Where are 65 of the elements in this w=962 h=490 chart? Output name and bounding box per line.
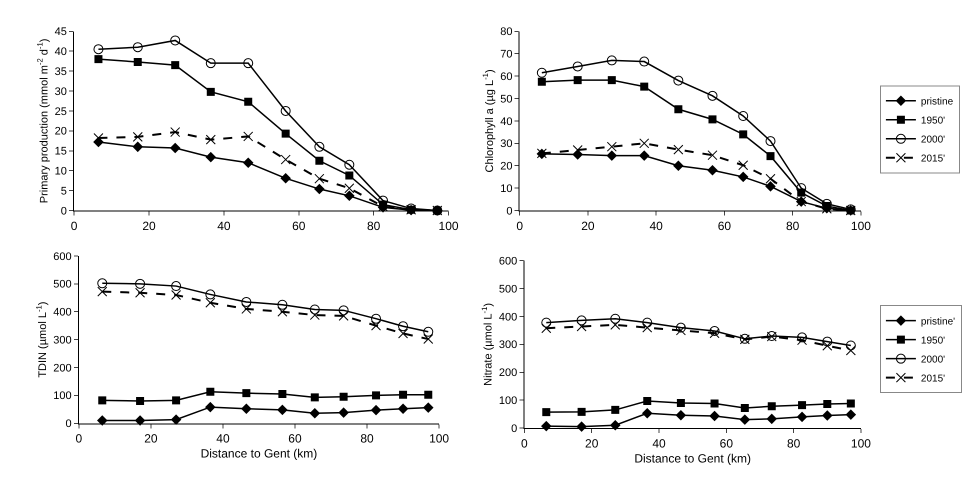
y-tick-label: 45 [54, 26, 67, 38]
legend-label: 2015' [920, 154, 946, 165]
x-tick-label: 60 [288, 432, 302, 446]
x-tick-label: 60 [720, 436, 734, 450]
y-tick-label: 20 [54, 126, 67, 138]
legend-label: 1950' [920, 116, 946, 127]
x-axis-title: Distance to Gent (km) [634, 451, 752, 466]
x-tick-label: 20 [585, 436, 599, 450]
y-tick-label: 30 [500, 138, 512, 150]
x-tick-label: 40 [217, 218, 231, 233]
y-tick-label: 200 [53, 362, 72, 374]
legend-label: pristine [920, 96, 954, 108]
y-tick-label: 80 [500, 26, 512, 38]
legend-label: pristine' [920, 316, 956, 328]
y-tick-label: 35 [54, 66, 67, 78]
y-tick-label: 600 [53, 250, 72, 263]
x-tick-label: 100 [438, 218, 459, 233]
x-tick-label: 0 [75, 432, 82, 446]
y-tick-label: 400 [53, 306, 72, 319]
legend-label: 1950' [920, 336, 946, 347]
y-tick-label: 0 [60, 205, 67, 218]
legend-label: 2000' [920, 354, 946, 366]
x-tick-label: 40 [649, 218, 664, 233]
y-tick-label: 300 [53, 334, 72, 346]
y-tick-label: 600 [498, 256, 518, 268]
y-tick-label: 5 [60, 185, 67, 198]
x-tick-label: 60 [292, 218, 306, 233]
x-tick-label: 40 [652, 436, 666, 450]
x-tick-label: 100 [850, 218, 872, 233]
y-tick-label: 15 [54, 146, 67, 158]
y-tick-label: 100 [498, 395, 518, 407]
x-tick-label: 100 [429, 432, 450, 446]
x-tick-label: 20 [144, 432, 158, 446]
x-tick-label: 80 [360, 432, 374, 446]
x-tick-label: 60 [718, 218, 732, 233]
y-tick-label: 10 [54, 166, 67, 178]
y-tick-label: 300 [498, 339, 518, 352]
y-tick-label: 100 [53, 390, 72, 402]
y-tick-label: 50 [500, 93, 512, 106]
legend-label: 2000' [920, 134, 946, 146]
x-tick-label: 20 [142, 218, 156, 233]
y-tick-label: 0 [506, 205, 512, 218]
y-tick-label: 70 [500, 48, 512, 61]
y-tick-label: 10 [500, 182, 512, 195]
x-tick-label: 80 [786, 218, 800, 233]
y-tick-label: 40 [500, 116, 512, 128]
legend-label: 2015' [920, 374, 946, 385]
y-tick-label: 500 [498, 283, 518, 296]
y-tick-label: 0 [66, 418, 72, 430]
x-tick-label: 20 [581, 218, 595, 233]
y-tick-label: 60 [500, 70, 512, 83]
x-axis-title: Distance to Gent (km) [200, 446, 318, 461]
y-tick-label: 30 [54, 86, 67, 98]
y-tick-label: 500 [53, 278, 72, 291]
x-tick-label: 100 [850, 436, 872, 450]
x-tick-label: 40 [216, 432, 230, 446]
x-tick-label: 0 [521, 436, 528, 450]
y-tick-label: 200 [498, 367, 518, 380]
y-tick-label: 400 [498, 311, 518, 324]
y-tick-label: 20 [500, 160, 512, 173]
x-tick-label: 80 [366, 218, 381, 233]
y-tick-label: 25 [54, 106, 67, 118]
y-tick-label: 40 [54, 46, 67, 58]
x-tick-label: 80 [786, 436, 801, 450]
y-tick-label: 0 [511, 422, 518, 435]
